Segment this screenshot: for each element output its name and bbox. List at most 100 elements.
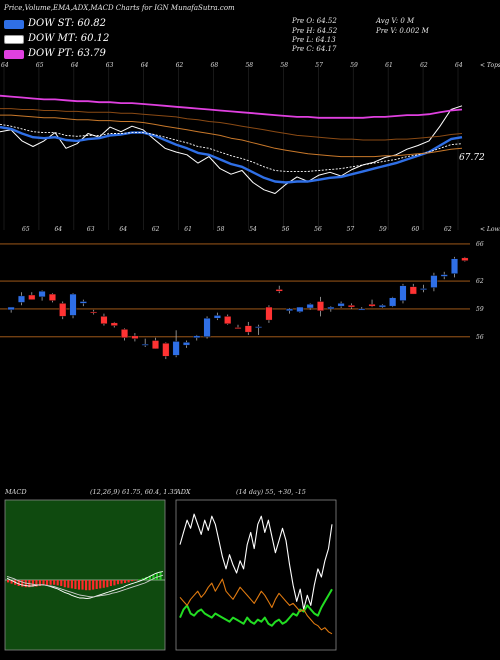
ema-top-tick-label: 68 — [211, 62, 219, 69]
candle-down — [90, 311, 98, 314]
ema-top-tick-label: 62 — [420, 62, 428, 69]
ema-series-ema-orange-2 — [0, 108, 463, 141]
candle-down — [234, 327, 242, 329]
macd-histogram-bar — [88, 580, 91, 591]
ema-bottom-tick-label: 58 — [217, 226, 225, 233]
macd-histogram-bar — [134, 580, 137, 581]
adx-title: ADX — [175, 488, 191, 496]
candle-up — [141, 344, 149, 346]
ema-last-value-label: 67.72 — [459, 153, 485, 163]
macd-histogram-bar — [46, 580, 49, 586]
candle-down — [28, 294, 36, 300]
candle-up — [193, 335, 201, 338]
macd-series-signal — [6, 574, 164, 598]
candle-up — [38, 291, 46, 298]
candle-up — [255, 326, 263, 328]
macd-histogram-bar — [10, 580, 13, 584]
candle-up — [203, 318, 211, 337]
macd-histogram-bar — [127, 580, 130, 583]
ema-series-ema-orange-1 — [0, 114, 463, 158]
macd-histogram-bar — [42, 580, 45, 586]
stat-close: Pre C: 64.17 — [292, 45, 337, 53]
ema-top-tick-label: 63 — [106, 62, 114, 69]
macd-histogram-bar — [67, 580, 70, 588]
candle-down — [409, 286, 417, 295]
ema-bottom-tick-label: 54 — [249, 226, 257, 233]
macd-histogram-bar — [109, 580, 112, 586]
macd-histogram-bar — [155, 573, 159, 580]
macd-histogram-bar — [106, 580, 109, 588]
candle-up — [306, 304, 314, 309]
candle-down — [110, 322, 118, 326]
candle-up — [440, 274, 448, 277]
ema-bottom-tick-label: 57 — [347, 226, 355, 233]
price-level-label: 59 — [476, 306, 484, 313]
adx-series-adx — [179, 513, 333, 611]
adx-panel-frame — [175, 499, 337, 651]
candle-up — [327, 306, 335, 310]
candle-up — [172, 341, 180, 356]
stat-pre-volume: Pre V: 0.002 M — [376, 27, 429, 35]
candle-down — [244, 325, 252, 333]
macd-histogram-bar — [17, 580, 20, 586]
macd-title: MACD — [4, 488, 27, 496]
ema-top-tick-label: 64 — [455, 62, 463, 69]
price-level-label: 62 — [476, 278, 484, 285]
candle-down — [275, 289, 283, 292]
ema-bottom-tick-label: 62 — [444, 226, 452, 233]
macd-histogram-bar — [56, 580, 59, 586]
ema-series-dow-mt — [0, 123, 463, 172]
macd-histogram-bar — [124, 580, 127, 583]
ema-top-tick-label: 57 — [315, 62, 323, 69]
site-name: MunafaSutra.com — [170, 4, 235, 12]
ema-corner-label: < Tops — [480, 62, 500, 69]
stat-avg-volume: Avg V: 0 M — [376, 17, 415, 25]
ema-bottom-tick-label: 60 — [412, 226, 420, 233]
macd-histogram-bar — [92, 580, 95, 590]
chart-title: Price,Volume,EMA,ADX,MACD Charts for IGN… — [4, 4, 235, 12]
ema-series-dow-pt — [0, 94, 463, 119]
ema-series-dow-st — [0, 125, 463, 184]
ema-top-tick-label: 64 — [141, 62, 149, 69]
candle-down — [316, 301, 324, 311]
stat-low: Pre L: 64.13 — [292, 36, 336, 44]
ema-bottom-tick-label: 62 — [152, 226, 160, 233]
candle-down — [152, 340, 160, 350]
macd-histogram-bar — [116, 580, 120, 585]
candle-up — [182, 342, 190, 346]
macd-histogram-bar — [85, 580, 88, 591]
candle-up — [430, 275, 438, 288]
macd-histogram-bar — [38, 580, 42, 586]
macd-histogram-bar — [21, 580, 24, 587]
candle-down — [48, 293, 56, 301]
ema-bottom-tick-label: 64 — [119, 226, 127, 233]
macd-params: (12,26,9) 61.75, 60.4, 1.35 — [90, 488, 178, 496]
adx-series-plus-di — [179, 588, 333, 627]
macd-histogram-bar — [31, 580, 34, 587]
stat-high: Pre H: 64.52 — [292, 27, 338, 35]
macd-histogram-bar — [7, 580, 10, 583]
legend-label-dow-pt: DOW PT: 63.79 — [28, 48, 106, 59]
macd-histogram-bar — [53, 580, 56, 585]
candle-up — [7, 306, 15, 311]
macd-histogram-bar — [24, 580, 27, 588]
ema-top-tick-label: 59 — [350, 62, 358, 69]
ema-bottom-tick-label: 63 — [87, 226, 95, 233]
ema-top-tick-label: 65 — [36, 62, 44, 69]
legend-swatch-dow-pt — [4, 50, 24, 59]
macd-histogram-bar — [120, 580, 123, 584]
candle-down — [224, 316, 232, 324]
candle-up — [337, 303, 345, 307]
candle-up — [17, 295, 25, 303]
macd-panel-frame — [4, 499, 166, 651]
ema-series-price — [0, 105, 463, 194]
candle-down — [347, 305, 355, 308]
candle-up — [378, 305, 386, 308]
legend-label-dow-st: DOW ST: 60.82 — [28, 18, 107, 29]
macd-histogram-bar — [81, 580, 84, 590]
chart-title-text: Price,Volume,EMA,ADX,MACD Charts for IGN — [4, 4, 169, 12]
ema-bottom-tick-label: 59 — [379, 226, 387, 233]
candle-up — [213, 315, 221, 319]
candle-up — [69, 293, 77, 316]
